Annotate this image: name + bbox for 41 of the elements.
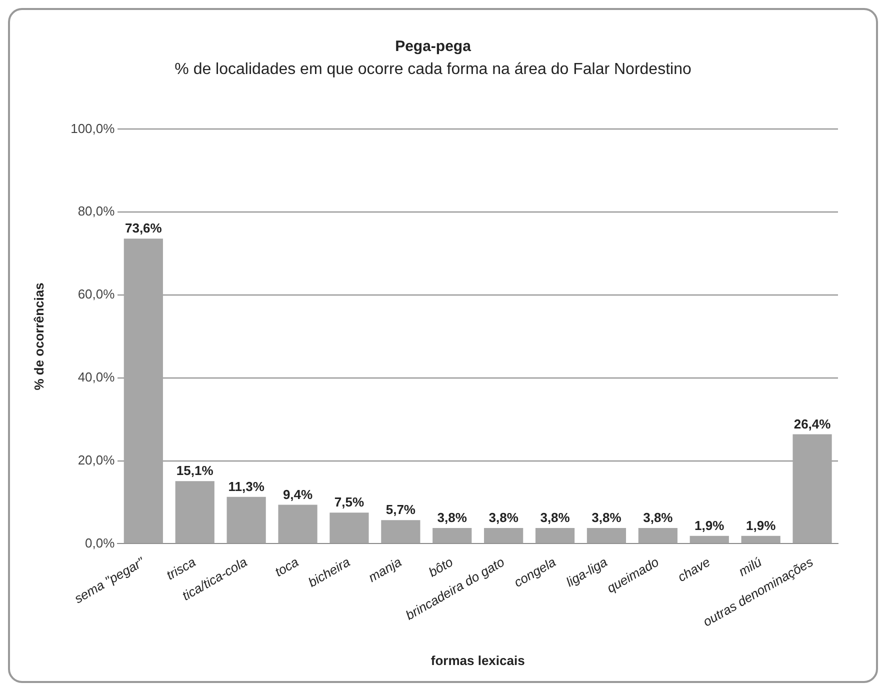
y-tick-label: 100,0% [70,120,116,136]
y-tick-label: 0,0% [85,535,116,550]
bar [638,528,678,544]
data-label: 3,8% [592,510,622,526]
data-label: 26,4% [794,416,832,432]
bar [690,536,729,544]
x-axis-title: formas lexicais [430,652,525,668]
bar [278,504,318,544]
data-label: 3,8% [488,510,519,526]
y-tick-label: 20,0% [78,452,116,468]
data-label: 73,6% [124,220,162,236]
y-tick-label: 40,0% [78,370,116,384]
bar [226,496,266,544]
bar [330,512,369,544]
bar [381,520,420,544]
data-label: 7,5% [334,494,364,510]
y-tick-label: 60,0% [78,286,116,302]
bar [535,528,575,544]
bar [741,536,780,544]
bar [792,434,832,544]
bar [586,528,626,544]
bar [484,528,524,544]
chart-subtitle: % de localidades em que ocorre cada forma na área do Falar Nordestino [174,61,692,78]
data-label: 15,1% [176,463,214,478]
y-tick-label: 80,0% [78,204,116,219]
data-label: 5,7% [386,502,416,518]
bar [124,238,163,544]
y-axis-title: % de ocorrências [31,282,46,390]
x-tick-label: chave [675,554,713,585]
data-label: 1,9% [746,518,776,533]
data-label: 11,3% [228,478,265,494]
data-label: 3,8% [643,510,674,526]
data-label: 1,9% [694,518,725,533]
data-label: 9,4% [282,486,314,502]
bar [432,528,472,544]
bar [175,481,214,544]
x-tick-label: toca [272,554,302,580]
x-tick-label: bôto [426,554,456,580]
data-label: 3,8% [540,510,570,526]
data-label: 3,8% [437,510,468,526]
chart-title: Pega-pega [395,38,472,56]
